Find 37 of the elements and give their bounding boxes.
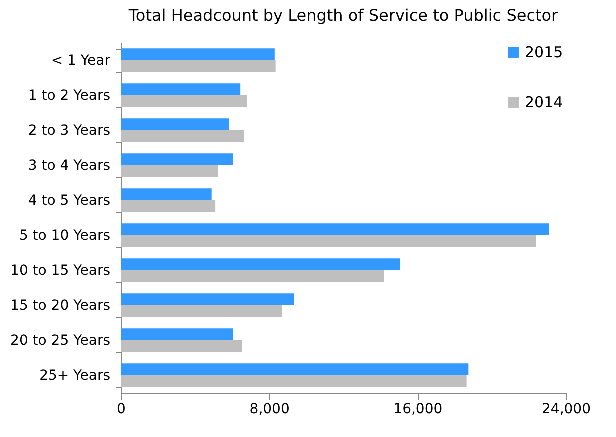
bar [121, 96, 248, 108]
bar [121, 236, 536, 248]
bar [121, 84, 241, 96]
y-tick-label: < 1 Year [51, 53, 111, 69]
bar [121, 258, 400, 270]
bar [121, 364, 469, 376]
bar [121, 60, 276, 72]
bar [121, 130, 244, 142]
y-tick-label: 15 to 20 Years [10, 298, 110, 314]
legend-label: 2014 [525, 94, 564, 112]
bar [121, 294, 294, 306]
x-tick-label: 8,000 [250, 402, 290, 418]
bar [121, 200, 216, 212]
y-tick-label: 20 to 25 Years [10, 333, 110, 349]
y-tick-label: 5 to 10 Years [19, 228, 110, 244]
y-tick-label: 2 to 3 Years [28, 123, 110, 139]
chart-title: Total Headcount by Length of Service to Public Sector [128, 6, 559, 25]
y-tick-label: 1 to 2 Years [28, 88, 110, 104]
bar [121, 328, 234, 340]
bar [121, 376, 467, 388]
x-tick-label: 24,000 [542, 402, 591, 418]
y-tick-label: 25+ Years [40, 368, 110, 384]
bar [121, 270, 384, 282]
y-tick-label: 10 to 15 Years [10, 263, 110, 279]
bar [121, 340, 242, 352]
bar [121, 166, 218, 178]
legend-label: 2015 [525, 44, 564, 62]
bar [121, 118, 230, 130]
x-tick-label: 0 [117, 402, 126, 418]
bar [121, 48, 275, 60]
bar [121, 224, 550, 236]
y-tick-label: 4 to 5 Years [28, 193, 110, 209]
bar [121, 188, 212, 200]
bar [121, 306, 282, 318]
y-tick-label: 3 to 4 Years [28, 158, 110, 174]
bar [121, 154, 234, 166]
x-tick-label: 16,000 [394, 402, 443, 418]
